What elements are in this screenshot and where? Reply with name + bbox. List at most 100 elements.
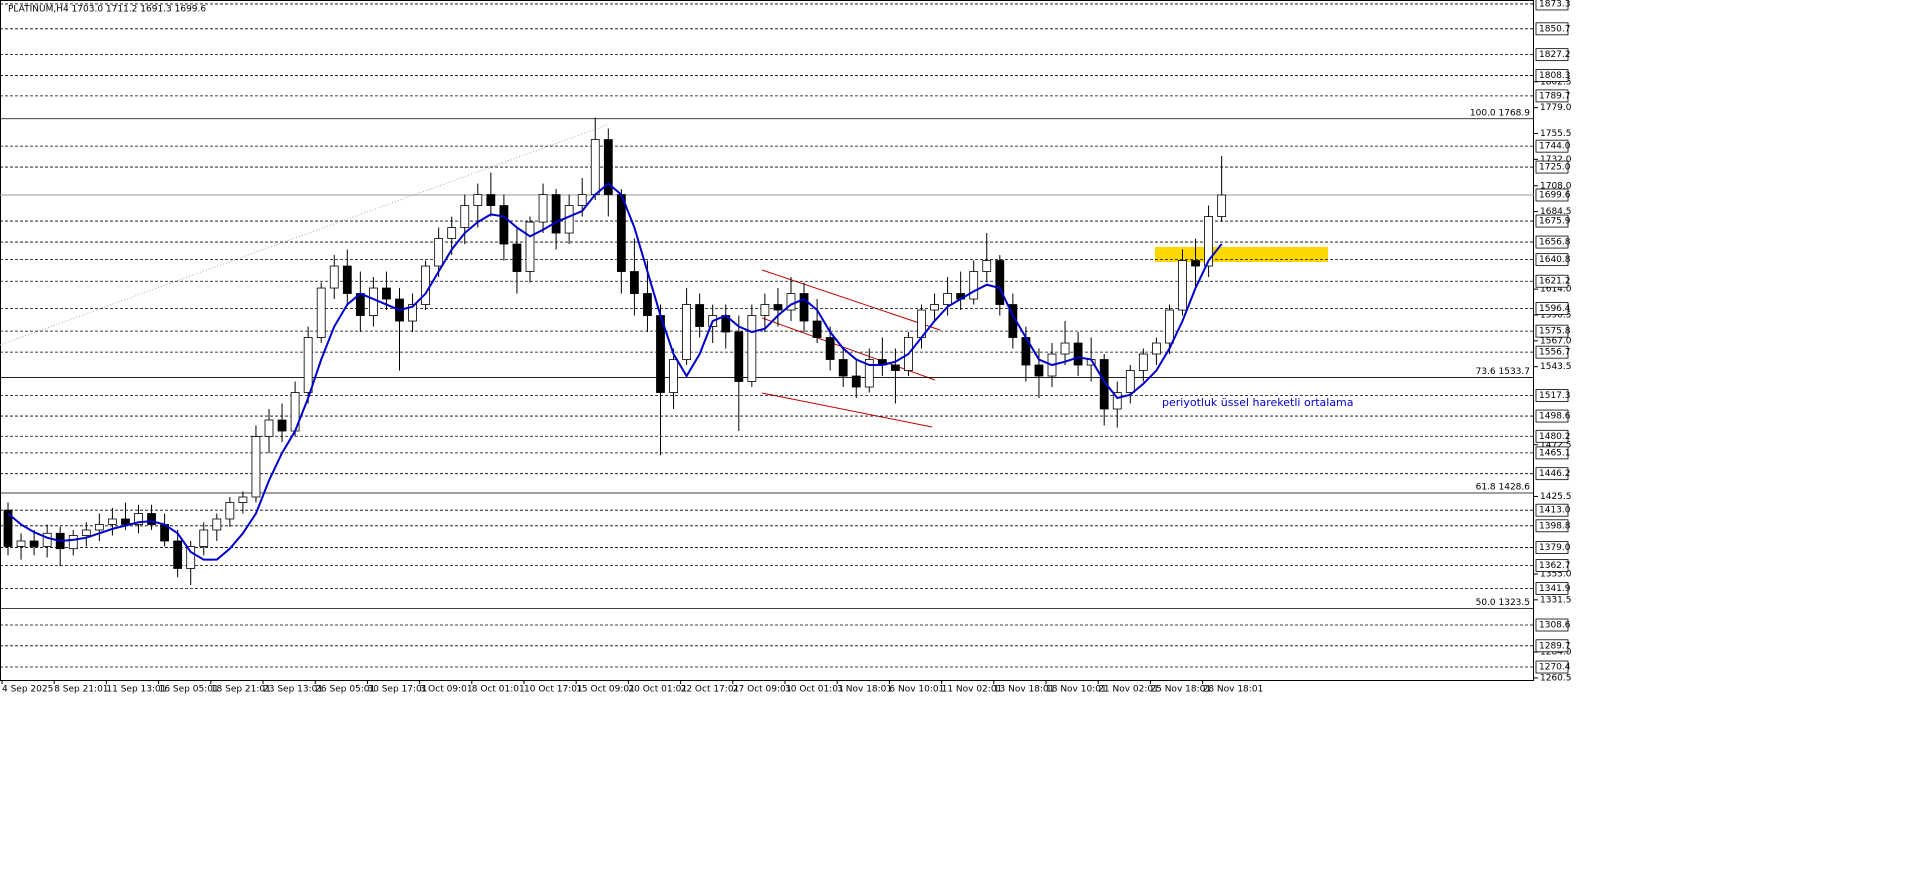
candle-body	[251, 436, 261, 498]
candle-body	[799, 293, 809, 322]
candle-body	[134, 513, 143, 525]
candle-body	[1060, 342, 1070, 355]
level-box	[1535, 302, 1569, 315]
candle-body	[538, 194, 548, 223]
candle-body	[408, 304, 417, 322]
level-box	[1535, 139, 1569, 153]
candle-body	[342, 265, 352, 294]
candle-body	[94, 524, 104, 531]
y-tick-label: 1732.0	[1540, 155, 1572, 165]
y-tick-label: 1472.5	[1540, 440, 1572, 450]
candle-body	[68, 535, 78, 550]
x-tick-label: 21 Nov 02:01	[1098, 685, 1159, 695]
plot-frame	[0, 0, 1534, 681]
candle-body	[264, 419, 274, 437]
candle-body	[29, 540, 39, 547]
candle-body	[1034, 364, 1044, 377]
candle-body	[969, 271, 979, 300]
candle-body	[238, 496, 248, 503]
level-box	[1535, 618, 1569, 632]
candle-body	[525, 221, 535, 272]
candle-body	[447, 227, 457, 239]
x-tick-label: 3 Oct 09:01	[420, 685, 473, 695]
level-label: 1827.2	[1539, 50, 1571, 60]
candle-body	[512, 243, 522, 272]
level-box	[1535, 446, 1569, 460]
level-label: 1850.7	[1539, 24, 1571, 34]
x-tick-label: 10 Oct 17:01	[524, 685, 583, 695]
y-tick-label: 1684.5	[1540, 207, 1572, 217]
x-tick-label: 30 Oct 01:01	[785, 685, 844, 695]
channel-line	[761, 269, 941, 331]
level-box	[1535, 429, 1569, 443]
y-tick-label: 1331.5	[1540, 595, 1572, 605]
x-tick-label: 3 Nov 18:01	[837, 685, 892, 695]
channel-line	[761, 392, 933, 428]
level-label: 1596.4	[1539, 304, 1571, 314]
candle-body	[486, 194, 496, 206]
x-tick-label: 26 Sep 05:01	[315, 685, 375, 695]
candle-body	[995, 260, 1005, 305]
level-label: 1498.6	[1539, 412, 1571, 422]
candle-body	[277, 419, 287, 432]
candle-body	[108, 518, 117, 525]
candle-body	[564, 205, 574, 234]
candle-body	[81, 529, 91, 536]
level-label: 1808.3	[1539, 71, 1571, 81]
level-box	[1535, 324, 1569, 338]
candle-body	[199, 529, 209, 547]
candle-body	[316, 287, 326, 338]
level-label: 1362.7	[1539, 561, 1571, 571]
x-tick-label: 15 Oct 09:01	[576, 685, 635, 695]
level-box	[1535, 467, 1569, 481]
x-tick-label: 20 Oct 01:01	[628, 685, 687, 695]
candle-body	[812, 320, 822, 338]
candle-body	[303, 337, 313, 393]
bid-box	[1535, 188, 1569, 202]
y-tick-label: 1708.0	[1540, 181, 1572, 191]
candle-body	[368, 287, 378, 316]
bid-label: 1699.6	[1539, 190, 1571, 200]
candle-body	[173, 540, 183, 569]
candle-body	[1165, 309, 1174, 344]
candle-body	[891, 364, 900, 371]
x-tick-label: 8 Sep 21:01	[54, 685, 108, 695]
candle-body	[1112, 392, 1122, 410]
level-label: 1446.2	[1539, 469, 1571, 479]
x-tick-label: 11 Sep 13:01	[106, 685, 166, 695]
x-tick-label: 16 Sep 05:01	[159, 685, 219, 695]
level-label: 1621.2	[1539, 277, 1571, 287]
level-box	[1535, 639, 1569, 653]
level-box	[1535, 89, 1569, 103]
y-tick-label: 1614.0	[1540, 285, 1572, 295]
level-label: 1556.7	[1539, 348, 1571, 358]
candle-body	[838, 359, 848, 377]
candle-body	[212, 518, 222, 531]
candle-body	[1125, 370, 1135, 393]
level-box	[1535, 660, 1569, 674]
candle-body	[3, 509, 13, 547]
level-box	[1535, 503, 1569, 517]
level-box	[1535, 274, 1569, 288]
y-tick-label: 1567.0	[1540, 336, 1572, 346]
level-box	[1535, 48, 1569, 62]
level-label: 1341.9	[1539, 584, 1571, 594]
y-tick-label: 1284.0	[1540, 648, 1572, 658]
level-label: 1640.8	[1539, 255, 1571, 265]
fib-label: 73.6 1533.7	[1476, 367, 1530, 377]
level-box	[1535, 389, 1569, 402]
candle-body	[186, 546, 196, 569]
candle-body	[825, 337, 835, 360]
candle-body	[16, 540, 26, 547]
candle-body	[734, 331, 744, 382]
level-label: 1308.6	[1539, 621, 1571, 631]
candle-body	[421, 265, 431, 305]
y-tick-label: 1543.5	[1540, 362, 1572, 372]
candle-body	[616, 194, 626, 272]
fib-label: 100.0 1768.9	[1470, 108, 1530, 118]
level-label: 1465.1	[1539, 448, 1571, 458]
chart-title: PLATINUM,H4 1703.0 1711.2 1691.3 1699.6	[8, 5, 206, 15]
y-tick-label: 1260.5	[1540, 673, 1572, 683]
candle-body	[147, 513, 156, 525]
